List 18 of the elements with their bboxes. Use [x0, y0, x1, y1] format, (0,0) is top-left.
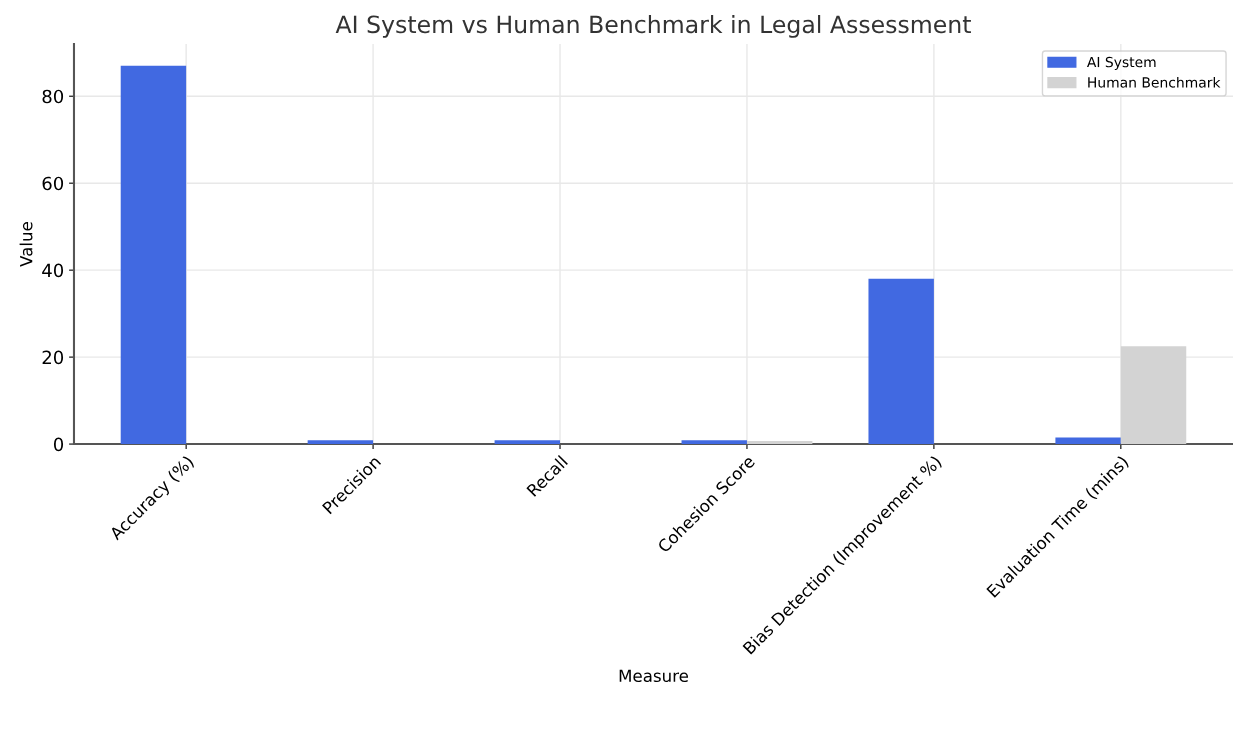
y-axis-title: Value	[19, 222, 33, 267]
y-tick-label: 0	[53, 437, 64, 452]
bar	[746, 441, 813, 445]
bar	[681, 440, 747, 445]
y-tick-label: 20	[42, 350, 64, 365]
y-tick-label: 60	[42, 176, 64, 191]
legend-label: Human Benchmark	[1088, 76, 1221, 88]
bar	[120, 65, 187, 445]
x-axis-title: Measure	[619, 669, 689, 683]
bar	[494, 440, 561, 445]
y-tick-label: 40	[42, 263, 64, 278]
legend-label: AI System	[1087, 56, 1156, 70]
chart-title: AI System vs Human Benchmark in Legal Assessment	[335, 14, 971, 38]
y-tick-label: 80	[42, 89, 64, 104]
bar	[1055, 437, 1121, 445]
bar	[868, 278, 934, 445]
bar	[1120, 346, 1187, 445]
bar	[307, 440, 374, 445]
